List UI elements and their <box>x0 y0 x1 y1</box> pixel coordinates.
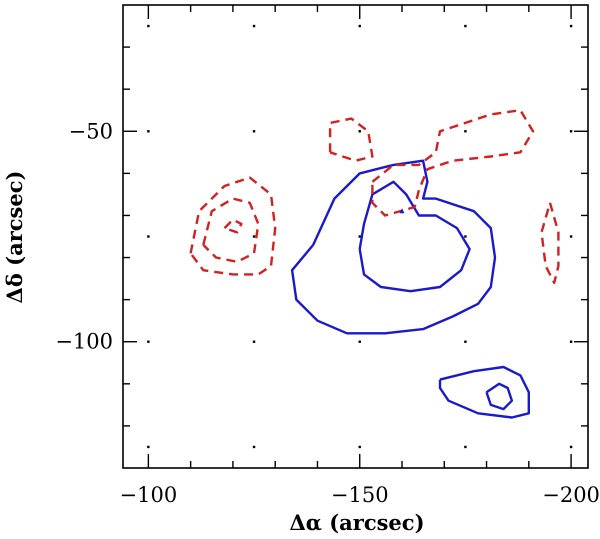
grid-points <box>147 24 573 449</box>
x-tick-label: −200 <box>542 483 600 507</box>
grid-dot <box>358 130 361 133</box>
grid-dot <box>464 130 467 133</box>
grid-dot <box>252 340 256 343</box>
solid-contour <box>438 365 530 419</box>
annotations <box>399 208 405 214</box>
solid-contour <box>358 180 471 293</box>
grid-dot <box>464 24 467 28</box>
dashed-contour <box>223 218 243 234</box>
triangle-marker <box>399 208 405 214</box>
grid-dot <box>147 445 150 449</box>
x-tick-label: −150 <box>331 483 389 507</box>
solid-contour <box>290 159 497 335</box>
grid-dot <box>569 130 573 133</box>
grid-dot <box>252 235 256 238</box>
dashed-contour <box>189 176 277 276</box>
grid-dot <box>147 235 150 238</box>
dashed-contour <box>540 202 560 284</box>
dashed-contour <box>328 117 374 162</box>
grid-dot <box>358 445 361 449</box>
grid-dot <box>252 130 256 133</box>
grid-dot <box>464 445 467 449</box>
grid-dot <box>464 340 467 343</box>
grid-dot <box>569 445 573 449</box>
grid-dot <box>252 24 256 28</box>
dashed-contour <box>371 109 535 217</box>
y-tick-label: −100 <box>55 330 113 354</box>
grid-dot <box>569 24 573 28</box>
grid-dot <box>358 24 361 28</box>
axis-ticks <box>123 5 588 468</box>
grid-dot <box>147 24 150 28</box>
x-tick-label: −100 <box>120 483 178 507</box>
grid-dot <box>252 445 256 449</box>
grid-dot <box>358 235 361 238</box>
grid-dot <box>147 340 150 343</box>
plot-frame <box>122 4 589 469</box>
contour-lines <box>189 109 560 419</box>
grid-dot <box>358 340 361 343</box>
y-tick-label: −50 <box>69 119 113 143</box>
tick-labels: −100 −150 −200 −50 −100 <box>55 119 600 507</box>
y-axis-label: Δδ (arcsec) <box>2 171 27 304</box>
solid-contour <box>485 382 514 411</box>
x-axis-label: Δα (arcsec) <box>289 510 424 535</box>
grid-dot <box>464 235 467 238</box>
grid-dot <box>147 130 150 133</box>
grid-dot <box>569 235 573 238</box>
grid-dot <box>569 340 573 343</box>
